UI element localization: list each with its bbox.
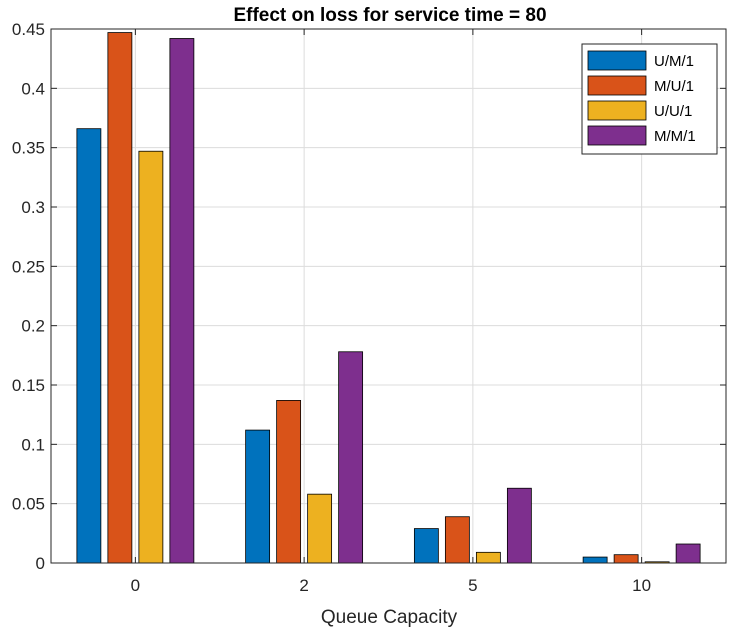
- legend-label: M/U/1: [654, 78, 694, 95]
- y-tick-label: 0: [36, 554, 45, 573]
- y-tick-label: 0.4: [21, 79, 45, 98]
- bar-m-m-1-cap-10: [675, 543, 701, 564]
- legend-label: U/U/1: [654, 103, 692, 120]
- y-axis-ticks: 0 0.05 0.1 0.15 0.2 0.25 0.3 0.35 0.4 0.45: [12, 20, 726, 573]
- bar-u-u-1-cap-0: [138, 150, 164, 564]
- legend-label: M/M/1: [654, 128, 696, 145]
- chart-title: Effect on loss for service time = 80: [233, 5, 546, 26]
- y-tick-label: 0.25: [12, 257, 45, 276]
- bars-layer: [76, 32, 701, 564]
- legend-swatch: [587, 100, 647, 121]
- legend-swatch: [587, 75, 647, 96]
- legend: U/M/1 M/U/1 U/U/1 M/M/1: [581, 43, 718, 155]
- y-tick-label: 0.3: [21, 198, 45, 217]
- bar-u-m-1-cap-2: [245, 429, 271, 564]
- bar-u-m-1-cap-5: [413, 528, 439, 564]
- plot-frame: [50, 28, 727, 564]
- bar-u-u-1-cap-5: [475, 551, 501, 564]
- y-tick-label: 0.05: [12, 495, 45, 514]
- bar-m-u-1-cap-0: [107, 32, 133, 564]
- x-tick-label: 0: [131, 576, 140, 595]
- x-axis-label: Queue Capacity: [321, 607, 458, 628]
- bar-u-u-1-cap-2: [307, 493, 333, 564]
- x-tick-label: 2: [299, 576, 308, 595]
- bar-m-u-1-cap-10: [613, 554, 639, 564]
- bar-m-u-1-cap-2: [276, 400, 302, 564]
- y-tick-label: 0.45: [12, 20, 45, 39]
- y-tick-label: 0.2: [21, 317, 45, 336]
- y-tick-label: 0.35: [12, 139, 45, 158]
- bar-m-m-1-cap-0: [169, 38, 195, 564]
- legend-label: U/M/1: [654, 53, 694, 70]
- bar-u-m-1-cap-0: [76, 128, 102, 564]
- bar-m-m-1-cap-2: [338, 351, 364, 564]
- x-axis-ticks: 0 2 5 10: [131, 29, 651, 595]
- bar-u-m-1-cap-10: [582, 556, 608, 564]
- legend-swatch: [587, 50, 647, 71]
- x-tick-label: 10: [632, 576, 651, 595]
- bar-m-u-1-cap-5: [444, 516, 470, 564]
- y-tick-label: 0.1: [21, 435, 45, 454]
- bar-m-m-1-cap-5: [506, 487, 532, 564]
- legend-swatch: [587, 125, 647, 146]
- x-tick-label: 5: [468, 576, 477, 595]
- y-tick-label: 0.15: [12, 376, 45, 395]
